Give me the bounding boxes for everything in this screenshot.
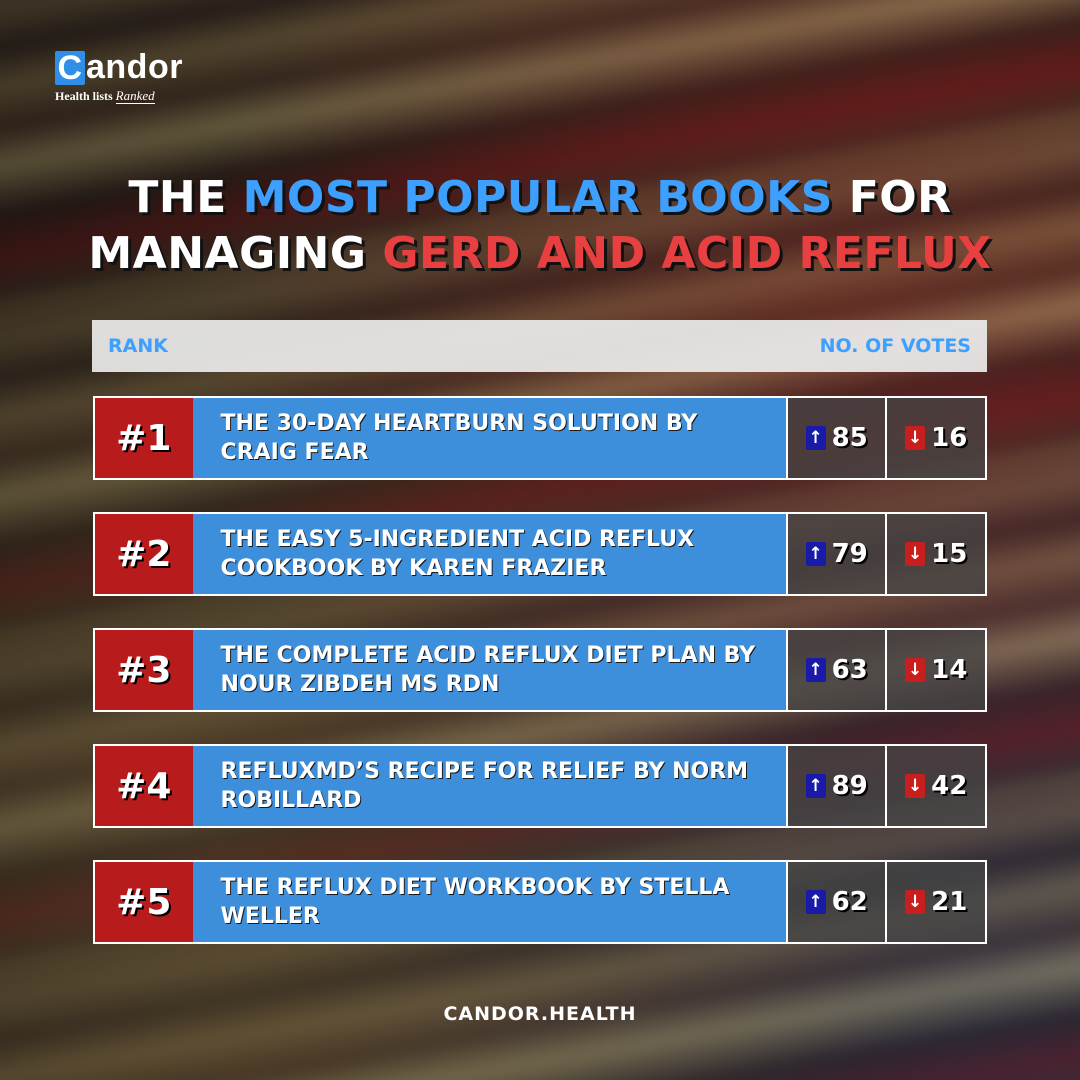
title-part: MANAGING [88,228,383,279]
tagline-text: Health lists [55,89,113,103]
upvote-count: 79 [831,539,868,569]
downvote-count: 42 [931,771,968,801]
downvotes: ↓ 14 [885,630,986,710]
arrow-down-icon: ↓ [905,542,926,566]
downvote-count: 21 [931,887,968,917]
title-line-2: MANAGING GERD AND ACID REFLUX [0,226,1080,282]
arrow-down-icon: ↓ [905,890,926,914]
downvote-count: 15 [931,539,968,569]
upvotes: ↑ 62 [785,862,886,942]
header-rank: RANK [108,335,168,357]
upvote-count: 85 [831,423,868,453]
tagline-accent: Ranked [115,88,155,104]
rank-badge: #3 [95,630,193,710]
downvotes: ↓ 15 [885,514,986,594]
table-row: #5 THE REFLUX DIET WORKBOOK BY STELLA WE… [93,860,987,944]
arrow-down-icon: ↓ [905,774,926,798]
rank-badge: #5 [95,862,193,942]
logo-letter: C [55,50,85,85]
upvotes: ↑ 89 [785,746,886,826]
arrow-up-icon: ↑ [805,890,826,914]
book-title: THE EASY 5-INGREDIENT ACID REFLUX COOKBO… [192,514,786,594]
table-row: #2 THE EASY 5-INGREDIENT ACID REFLUX COO… [93,512,987,596]
upvotes: ↑ 85 [785,398,886,478]
rank-badge: #2 [95,514,193,594]
header-votes: NO. OF VOTES [819,335,971,357]
table-row: #4 REFLUXMD’S RECIPE FOR RELIEF BY NORM … [93,744,987,828]
downvotes: ↓ 21 [885,862,986,942]
title-highlight-blue: MOST POPULAR BOOKS [242,172,833,223]
upvote-count: 89 [831,771,868,801]
logo-rest: andor [86,48,183,86]
table-header: RANK NO. OF VOTES [92,320,987,372]
book-title: THE 30-DAY HEARTBURN SOLUTION BY CRAIG F… [192,398,786,478]
title-highlight-red: GERD AND ACID REFLUX [382,228,992,279]
book-title: REFLUXMD’S RECIPE FOR RELIEF BY NORM ROB… [192,746,786,826]
arrow-up-icon: ↑ [805,774,826,798]
table-row: #3 THE COMPLETE ACID REFLUX DIET PLAN BY… [93,628,987,712]
upvote-count: 62 [831,887,868,917]
footer-url: CANDOR.HEALTH [443,1003,637,1025]
title-part: FOR [832,172,952,223]
book-title: THE REFLUX DIET WORKBOOK BY STELLA WELLE… [192,862,786,942]
upvote-count: 63 [831,655,868,685]
logo-tagline: Health lists Ranked [55,88,183,104]
page-title: THE MOST POPULAR BOOKS FOR MANAGING GERD… [0,170,1080,282]
table-row: #1 THE 30-DAY HEARTBURN SOLUTION BY CRAI… [93,396,987,480]
upvotes: ↑ 79 [785,514,886,594]
arrow-up-icon: ↑ [805,542,826,566]
arrow-up-icon: ↑ [805,426,826,450]
arrow-down-icon: ↓ [905,426,926,450]
rank-badge: #4 [95,746,193,826]
rank-badge: #1 [95,398,193,478]
downvote-count: 14 [931,655,968,685]
title-line-1: THE MOST POPULAR BOOKS FOR [0,170,1080,226]
upvotes: ↑ 63 [785,630,886,710]
downvotes: ↓ 42 [885,746,986,826]
downvote-count: 16 [931,423,968,453]
arrow-up-icon: ↑ [805,658,826,682]
book-title: THE COMPLETE ACID REFLUX DIET PLAN BY NO… [192,630,786,710]
title-part: THE [128,172,243,223]
arrow-down-icon: ↓ [905,658,926,682]
downvotes: ↓ 16 [885,398,986,478]
